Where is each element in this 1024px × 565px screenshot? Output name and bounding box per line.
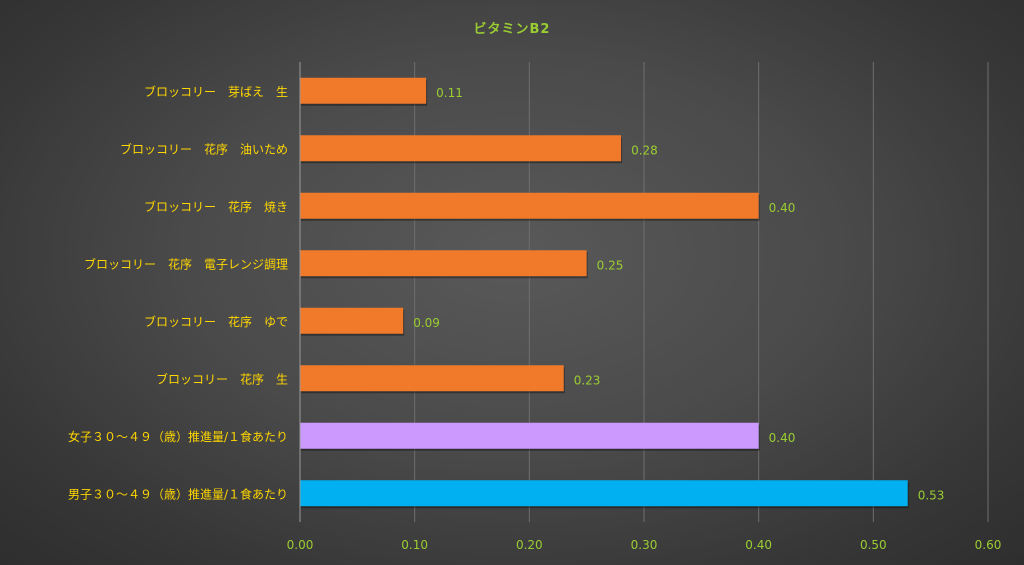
x-tick-label: 0.50 bbox=[860, 538, 887, 552]
x-tick-label: 0.30 bbox=[631, 538, 658, 552]
category-label: ブロッコリー 芽ばえ 生 bbox=[144, 84, 288, 99]
value-label: 0.09 bbox=[413, 316, 440, 330]
bar bbox=[300, 480, 908, 507]
bar bbox=[300, 422, 759, 449]
bar bbox=[300, 77, 427, 104]
category-label: ブロッコリー 花序 ゆで bbox=[144, 314, 288, 329]
value-label: 0.53 bbox=[918, 488, 945, 502]
category-label: ブロッコリー 花序 焼き bbox=[144, 199, 288, 214]
chart-title: ビタミンB2 bbox=[473, 22, 551, 37]
x-tick-label: 0.20 bbox=[516, 538, 543, 552]
value-label: 0.40 bbox=[769, 201, 796, 215]
x-tick-label: 0.60 bbox=[975, 538, 1002, 552]
category-label: 女子３０～４９（歳）推進量/１食あたり bbox=[68, 429, 288, 444]
x-tick-label: 0.40 bbox=[745, 538, 772, 552]
bar bbox=[300, 250, 587, 277]
value-label: 0.11 bbox=[436, 86, 463, 100]
bar bbox=[300, 365, 564, 392]
category-label: ブロッコリー 花序 油いため bbox=[120, 141, 288, 156]
value-label: 0.28 bbox=[631, 143, 658, 157]
category-label: ブロッコリー 花序 電子レンジ調理 bbox=[84, 256, 288, 271]
bar bbox=[300, 192, 759, 219]
value-label: 0.23 bbox=[574, 373, 601, 387]
value-label: 0.40 bbox=[769, 431, 796, 445]
bar bbox=[300, 307, 404, 334]
value-label: 0.25 bbox=[597, 258, 624, 272]
category-label: 男子３０～４９（歳）推進量/１食あたり bbox=[68, 486, 288, 501]
bar bbox=[300, 135, 622, 162]
x-tick-label: 0.10 bbox=[401, 538, 428, 552]
category-label: ブロッコリー 花序 生 bbox=[156, 371, 288, 386]
x-tick-label: 0.00 bbox=[287, 538, 314, 552]
